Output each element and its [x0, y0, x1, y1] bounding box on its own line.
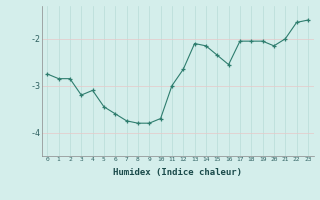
X-axis label: Humidex (Indice chaleur): Humidex (Indice chaleur)	[113, 168, 242, 177]
